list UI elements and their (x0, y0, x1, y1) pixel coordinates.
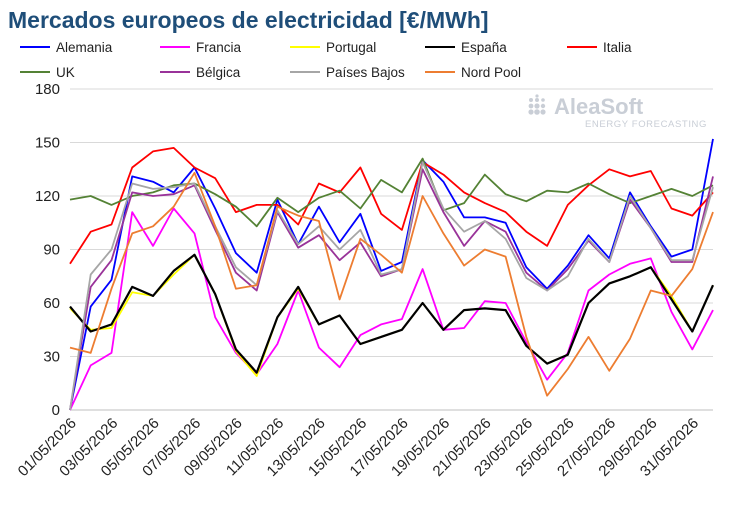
logo-dot (540, 103, 546, 109)
y-tick-label: 0 (52, 402, 60, 419)
series-line-francia (69, 207, 714, 411)
series-line-paises-bajos (69, 161, 714, 411)
y-tick-label: 120 (35, 188, 60, 205)
legend-label-belgica: Bélgica (196, 65, 241, 80)
legend-label-paises-bajos: Países Bajos (326, 65, 405, 80)
logo-dot (529, 98, 533, 102)
x-axis-ticks: 01/05/202603/05/202605/05/202607/05/2026… (15, 415, 702, 480)
logo-dots-icon (528, 94, 546, 115)
series-line-alemania (69, 138, 714, 411)
y-tick-label: 180 (35, 81, 60, 98)
grid (70, 88, 713, 411)
legend-label-nord-pool: Nord Pool (461, 65, 521, 80)
logo-name: AleaSoft (554, 94, 644, 119)
y-tick-label: 90 (43, 242, 60, 259)
legend-label-italia: Italia (603, 40, 632, 55)
plot-area (69, 138, 715, 411)
y-tick-label: 150 (35, 135, 60, 152)
chart-title: Mercados europeos de electricidad [€/MWh… (8, 7, 489, 33)
legend-label-uk: UK (56, 65, 75, 80)
logo-dot (534, 103, 540, 109)
legend-label-alemania: Alemania (56, 40, 113, 55)
y-tick-label: 30 (43, 349, 60, 366)
series-line-nord-pool (69, 171, 714, 397)
logo-dot (541, 98, 545, 102)
series-line-italia (69, 146, 714, 265)
logo-dot (535, 94, 539, 98)
legend-label-portugal: Portugal (326, 40, 376, 55)
series-line-uk (69, 157, 714, 228)
legend: Alemania Francia Portugal España Italia UK Bél… (20, 40, 632, 80)
legend-label-espana: España (461, 40, 507, 55)
logo-dot (528, 109, 534, 115)
logo-dot (535, 98, 539, 102)
series-line-espana (69, 253, 715, 374)
y-axis-ticks: 0 30 60 90 120 150 180 (35, 81, 60, 419)
logo-dot (534, 109, 540, 115)
series-line-belgica (69, 168, 714, 411)
y-tick-label: 60 (43, 295, 60, 312)
logo-tagline: ENERGY FORECASTING (585, 119, 707, 130)
logo-dot (528, 103, 534, 109)
legend-label-francia: Francia (196, 40, 242, 55)
logo-dot (540, 109, 546, 115)
aleasoft-logo: AleaSoft ENERGY FORECASTING (528, 94, 707, 130)
